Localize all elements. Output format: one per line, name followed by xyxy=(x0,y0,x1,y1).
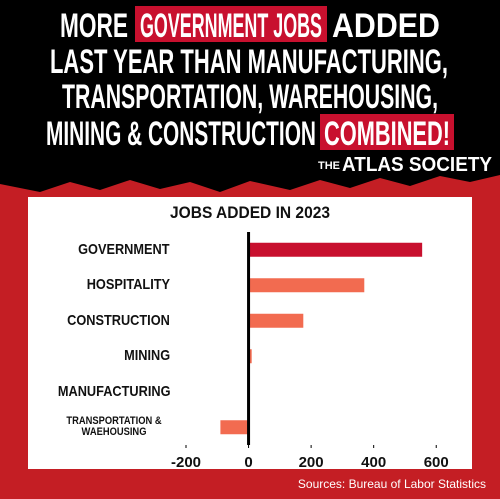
x-tick-label: 0 xyxy=(244,454,252,471)
chart-title: JOBS ADDED IN 2023 xyxy=(170,203,330,222)
highlight-box xyxy=(320,114,454,150)
category-label: TRANSPORTATION & WAEHOUSING xyxy=(66,414,162,439)
category-label: MINING xyxy=(123,347,170,365)
bar xyxy=(248,242,423,257)
brand: THE xyxy=(318,160,340,172)
headline: LAST YEAR THAN MANUFACTURING, xyxy=(50,43,448,81)
headline: GOVERNMENT JOBS xyxy=(140,7,322,45)
highlight-box xyxy=(135,6,327,42)
category-label: MANUFACTURING xyxy=(57,382,170,400)
headline: COMBINED! xyxy=(324,115,450,153)
bar xyxy=(248,349,252,364)
bar xyxy=(220,420,249,435)
x-tick-label: 400 xyxy=(361,454,386,471)
category-label: CONSTRUCTION xyxy=(67,311,170,329)
source: Sources: Bureau of Labor Statistics xyxy=(298,477,486,491)
category-label: HOSPITALITY xyxy=(86,276,170,294)
x-tick-label: -200 xyxy=(171,454,201,471)
x-tick-label: 600 xyxy=(424,454,449,471)
category-label: GOVERNMENT xyxy=(78,240,170,258)
headline: TRANSPORTATION, WAREHOUSING, xyxy=(62,78,438,116)
bar xyxy=(248,278,365,293)
x-tick-label: 200 xyxy=(299,454,324,471)
bar xyxy=(248,313,304,328)
headline: MINING & CONSTRUCTION xyxy=(46,115,316,153)
headline: MORE xyxy=(60,7,128,45)
brand: ATLAS SOCIETY xyxy=(342,154,493,176)
headline: ADDED xyxy=(332,7,440,45)
